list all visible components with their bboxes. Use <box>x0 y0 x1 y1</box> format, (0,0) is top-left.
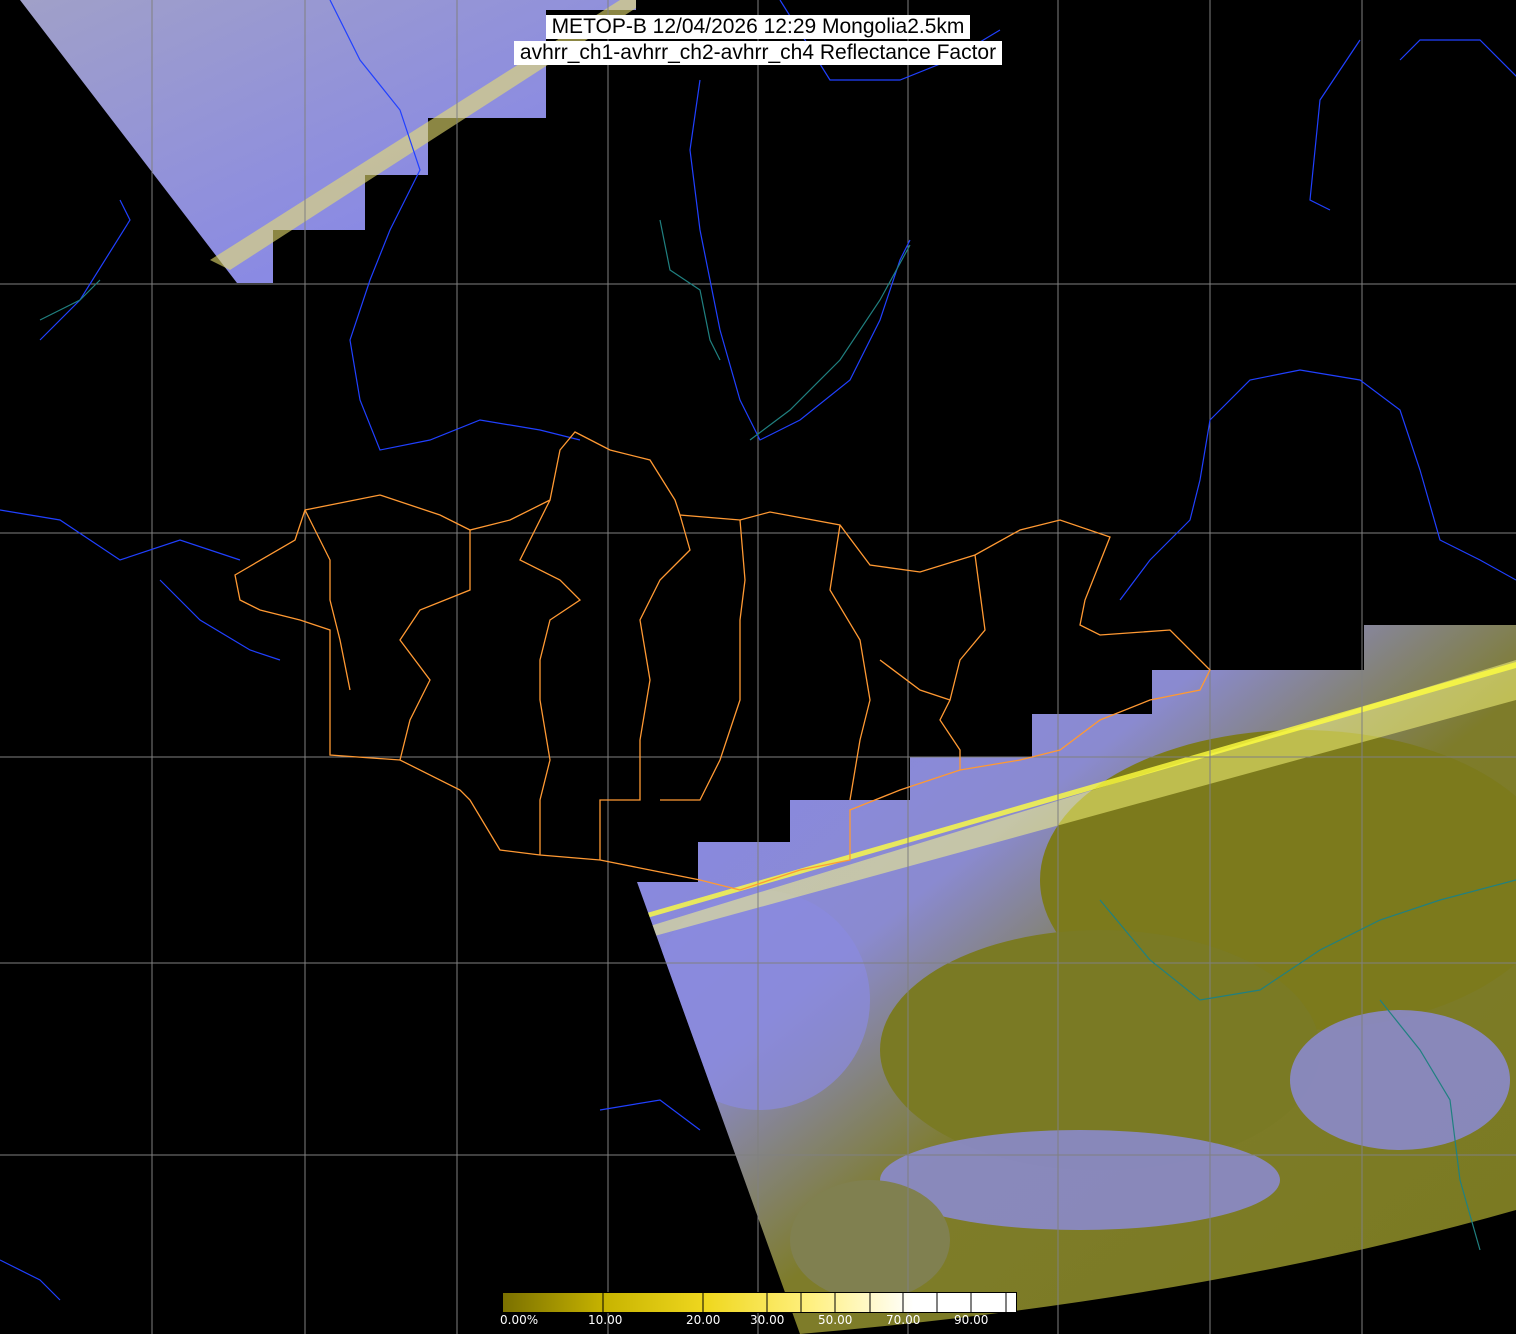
swath-southeast <box>637 625 1516 1334</box>
title-satellite-date-region: METOP-B 12/04/2026 12:29 Mongolia2.5km <box>545 15 971 39</box>
colorbar-label: 0.00% <box>500 1313 539 1327</box>
colorbar-label: 70.00 <box>886 1313 921 1327</box>
colorbar <box>502 1292 1017 1313</box>
mongolia-province-borders <box>234 431 1211 891</box>
coastlines-and-borders <box>0 0 1516 1301</box>
title-channels-product: avhrr_ch1-avhrr_ch2-avhrr_ch4 Reflectanc… <box>513 41 1003 65</box>
rivers-and-lakes <box>39 219 1516 1251</box>
colorbar-label: 50.00 <box>818 1313 853 1327</box>
colorbar-label: 30.00 <box>750 1313 785 1327</box>
title-line-2: avhrr_ch1-avhrr_ch2-avhrr_ch4 Reflectanc… <box>0 41 1516 65</box>
title-line-1: METOP-B 12/04/2026 12:29 Mongolia2.5km <box>0 15 1516 39</box>
swath-northwest <box>20 0 636 283</box>
colorbar-gradient <box>503 1293 1016 1312</box>
colorbar-label: 20.00 <box>686 1313 721 1327</box>
colorbar-label: 90.00 <box>954 1313 989 1327</box>
colorbar-label: 10.00 <box>588 1313 623 1327</box>
